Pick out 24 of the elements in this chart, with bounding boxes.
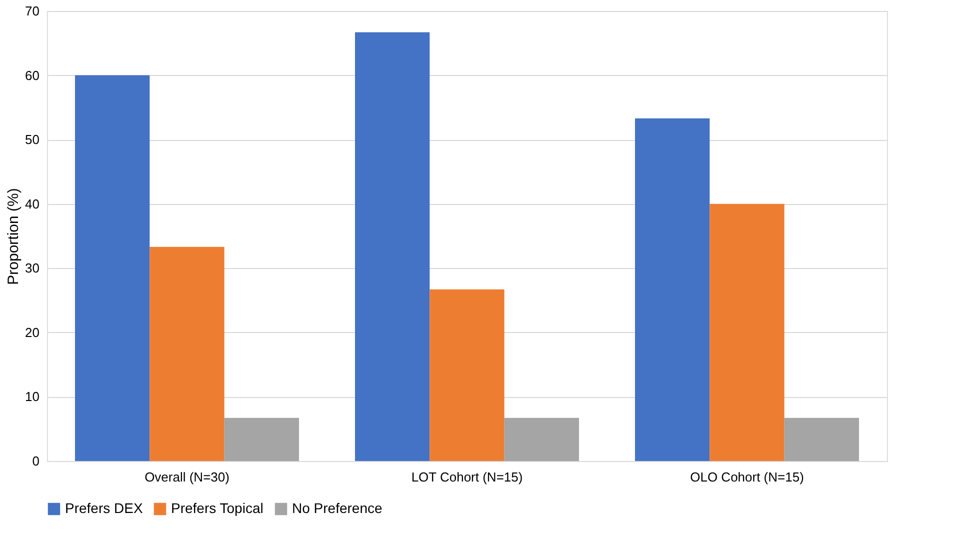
y-tick-label: 20 [25, 324, 40, 340]
bar [430, 289, 504, 461]
legend-label: Prefers Topical [171, 500, 264, 516]
legend-label: Prefers DEX [65, 500, 144, 516]
x-tick-label: OLO Cohort (N=15) [690, 470, 804, 484]
y-tick-label: 0 [32, 454, 40, 468]
bar [150, 246, 224, 461]
bar [355, 32, 430, 461]
legend-label: No Preference [292, 500, 382, 516]
bar [75, 75, 150, 461]
bar [504, 418, 579, 461]
bar [635, 118, 710, 461]
x-tick-label: Overall (N=30) [144, 470, 230, 484]
x-tick-label: LOT Cohort (N=15) [411, 470, 523, 484]
y-tick-label: 10 [25, 389, 40, 404]
y-axis-title: Proportion (%) [5, 188, 22, 285]
y-tick-label: 60 [25, 68, 40, 83]
y-tick-label: 50 [25, 132, 40, 148]
bar [710, 204, 784, 461]
y-tick-label: 30 [25, 260, 40, 276]
y-tick-label: 70 [25, 4, 40, 18]
y-tick-label: 40 [25, 196, 40, 212]
bar [224, 418, 299, 461]
bar [784, 418, 859, 461]
